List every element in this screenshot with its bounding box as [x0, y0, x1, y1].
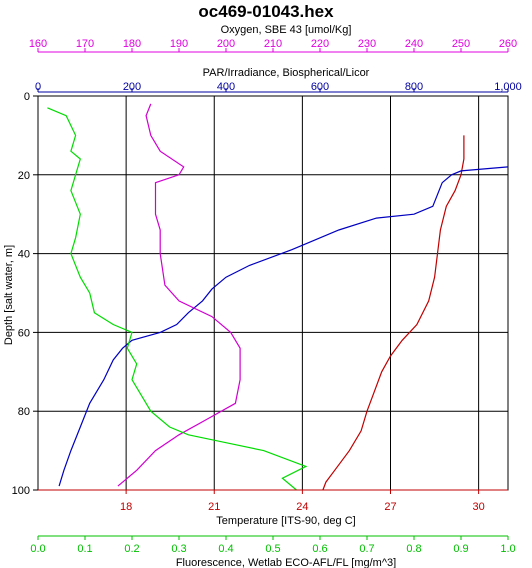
oxygen-series-line [117, 103, 241, 487]
tick-label: 200 [123, 81, 141, 93]
tick-label: 18 [120, 501, 132, 513]
tick-label: 0.3 [171, 543, 186, 555]
tick-label: 0.0 [30, 543, 45, 555]
oxygen-axis: 160 170 180 190 200 210 220 230 240 250 260 [29, 38, 517, 53]
tick-label: 180 [123, 38, 141, 50]
fluorescence-axis-label: Fluorescence, Wetlab ECO-AFL/FL [mg/m^3] [176, 557, 396, 568]
y-tick-label: 80 [18, 406, 30, 418]
tick-label: 0.9 [453, 543, 468, 555]
tick-label: 30 [473, 501, 485, 513]
tick-label: 220 [311, 38, 329, 50]
par-axis-label: PAR/Irradiance, Biospherical/Licor [203, 67, 370, 79]
tick-label: 230 [358, 38, 376, 50]
tick-label: 0.1 [77, 543, 92, 555]
tick-label: 240 [405, 38, 423, 50]
tick-label: 0.4 [218, 543, 233, 555]
tick-label: 0.5 [265, 543, 280, 555]
data-series [47, 103, 509, 491]
temperature-axis: 18 21 24 27 30 [38, 489, 508, 513]
par-series-line [58, 166, 509, 487]
tick-label: 250 [452, 38, 470, 50]
tick-label: 0.6 [312, 543, 327, 555]
tick-label: 400 [217, 81, 235, 93]
oxygen-axis-label: Oxygen, SBE 43 [umol/Kg] [221, 24, 352, 36]
tick-label: 27 [384, 501, 396, 513]
depth-axis-label: Depth [salt water, m] [3, 245, 15, 345]
depth-axis: 0 20 40 60 80 100 [12, 91, 38, 497]
temperature-axis-label: Temperature [ITS-90, deg C] [216, 515, 355, 527]
y-tick-label: 20 [18, 170, 30, 182]
tick-label: 160 [29, 38, 47, 50]
grid-lines [38, 95, 508, 491]
fluorescence-axis: 0.0 0.1 0.2 0.3 0.4 0.5 0.6 0.7 0.8 0.9 1.0 [30, 535, 516, 555]
plot-frame [37, 95, 509, 491]
y-tick-label: 40 [18, 249, 30, 261]
y-tick-label: 60 [18, 327, 30, 339]
tick-label: 260 [499, 38, 517, 50]
tick-label: 24 [296, 501, 308, 513]
tick-label: 0.7 [359, 543, 374, 555]
tick-label: 190 [170, 38, 188, 50]
temperature-series-line [322, 135, 465, 491]
tick-label: 200 [217, 38, 235, 50]
tick-label: 0.2 [124, 543, 139, 555]
tick-label: 0.8 [406, 543, 421, 555]
y-tick-label: 0 [24, 91, 30, 103]
tick-label: 600 [311, 81, 329, 93]
tick-label: 800 [405, 81, 423, 93]
tick-label: 1.0 [500, 543, 515, 555]
tick-label: 1,000 [494, 81, 522, 93]
tick-label: 21 [208, 501, 220, 513]
tick-label: 210 [264, 38, 282, 50]
tick-label: 170 [76, 38, 94, 50]
par-axis: 0 200 400 600 800 1,000 [35, 81, 522, 93]
y-tick-label: 100 [12, 485, 30, 497]
chart-title: oc469-01043.hex [198, 2, 334, 21]
tick-label: 0 [35, 81, 41, 93]
fluorescence-series-line [47, 107, 308, 491]
